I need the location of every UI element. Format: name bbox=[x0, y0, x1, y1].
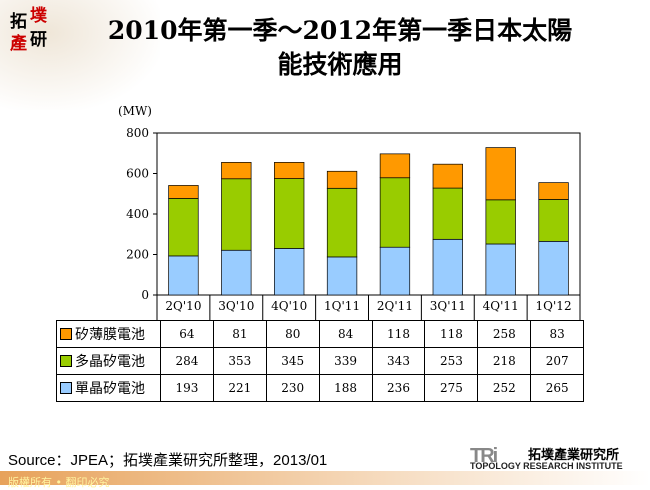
data-label: 188 bbox=[318, 374, 373, 402]
data-label: 230 bbox=[265, 374, 320, 402]
bar-segment bbox=[538, 199, 569, 242]
data-label: 80 bbox=[265, 320, 320, 348]
data-label: 353 bbox=[212, 347, 267, 375]
data-label: 193 bbox=[160, 374, 214, 402]
title-line-1: 2010年第一季～2012年第一季日本太陽 bbox=[107, 16, 573, 45]
legend-swatch bbox=[60, 328, 72, 340]
brand-name-cn: 拓墣產業研究所 bbox=[528, 447, 620, 462]
series-name: 多晶矽電池 bbox=[75, 354, 145, 370]
bar-segment bbox=[274, 162, 305, 179]
bar-segment bbox=[168, 255, 199, 296]
unit-label: (MW) bbox=[118, 104, 152, 118]
bar-segment bbox=[379, 153, 411, 179]
data-table: 矽薄膜電池 64 81 80 84 118 118 258 83 多晶矽電池 284 353 345 33… bbox=[56, 320, 585, 402]
legend-entry: 矽薄膜電池 bbox=[56, 320, 161, 348]
bar-segment bbox=[168, 185, 199, 199]
footer-bar: 版權所有 • 翻印必究 bbox=[0, 471, 650, 489]
data-label: 275 bbox=[424, 374, 479, 402]
data-label: 343 bbox=[371, 347, 426, 375]
series-name: 單晶矽電池 bbox=[75, 381, 145, 397]
table-row: 矽薄膜電池 64 81 80 84 118 118 258 83 bbox=[56, 320, 585, 348]
bar-segment bbox=[485, 243, 516, 296]
bar-segment bbox=[221, 178, 252, 251]
plot-area bbox=[156, 132, 581, 296]
logo: 拓墣 產研 bbox=[10, 6, 47, 54]
bar-segment bbox=[221, 249, 252, 296]
bar-segment bbox=[274, 248, 305, 296]
data-label: 81 bbox=[212, 320, 267, 348]
series-name: 矽薄膜電池 bbox=[75, 327, 145, 343]
data-label: 236 bbox=[371, 374, 426, 402]
data-label: 218 bbox=[477, 347, 532, 375]
bar-segment bbox=[432, 238, 463, 296]
page-title: 2010年第一季～2012年第一季日本太陽 能技術應用 bbox=[80, 14, 600, 82]
title-line-2: 能技術應用 bbox=[277, 50, 403, 79]
data-label: 118 bbox=[424, 320, 479, 348]
data-label: 207 bbox=[530, 347, 585, 375]
legend-entry: 多晶矽電池 bbox=[56, 347, 161, 375]
background-map bbox=[0, 0, 160, 110]
bar-segment bbox=[274, 178, 305, 249]
bar-segment bbox=[485, 147, 516, 201]
data-label: 345 bbox=[265, 347, 320, 375]
bar-segment bbox=[432, 187, 463, 240]
x-tick-label: 4Q'10 bbox=[271, 299, 307, 313]
bar-segment bbox=[326, 187, 358, 258]
x-tick-label: 1Q'11 bbox=[324, 299, 360, 313]
data-label: 118 bbox=[371, 320, 426, 348]
y-tick-label: 400 bbox=[126, 207, 149, 221]
data-label: 84 bbox=[318, 320, 373, 348]
data-label: 252 bbox=[477, 374, 532, 402]
data-label: 253 bbox=[424, 347, 479, 375]
bar-segment bbox=[538, 240, 569, 296]
data-label: 265 bbox=[530, 374, 585, 402]
legend-entry: 單晶矽電池 bbox=[56, 374, 161, 402]
table-row: 單晶矽電池 193 221 230 188 236 275 252 265 bbox=[56, 374, 585, 402]
y-tick-label: 0 bbox=[141, 288, 149, 302]
copyright: 版權所有 • 翻印必究 bbox=[8, 476, 110, 489]
data-label: 284 bbox=[160, 347, 214, 375]
table-row: 多晶矽電池 284 353 345 339 343 253 218 207 bbox=[56, 347, 585, 375]
bar-segment bbox=[432, 163, 463, 189]
data-label: 258 bbox=[477, 320, 532, 348]
x-tick-label: 2Q'10 bbox=[165, 299, 201, 313]
bar-segment bbox=[379, 246, 411, 296]
bar-segment bbox=[326, 170, 358, 189]
bar-segment bbox=[326, 256, 358, 296]
bar-segment bbox=[538, 182, 569, 200]
x-tick-label: 1Q'12 bbox=[536, 299, 572, 313]
legend-swatch bbox=[60, 355, 72, 367]
y-tick-label: 800 bbox=[126, 126, 149, 140]
data-label: 339 bbox=[318, 347, 373, 375]
brand-name-en: TOPOLOGY RESEARCH INSTITUTE bbox=[470, 461, 623, 471]
bar-segment bbox=[221, 162, 252, 180]
data-label: 221 bbox=[212, 374, 267, 402]
x-tick-label: 3Q'11 bbox=[430, 299, 466, 313]
legend-swatch bbox=[60, 382, 72, 394]
brand-logo: TRi 拓墣產業研究所 TOPOLOGY RESEARCH INSTITUTE bbox=[470, 446, 645, 471]
x-tick-label: 3Q'10 bbox=[218, 299, 254, 313]
x-tick-label: 2Q'11 bbox=[377, 299, 413, 313]
brand-mark: TRi bbox=[470, 445, 498, 467]
source-note: Source：JPEA；拓墣產業研究所整理，2013/01 bbox=[8, 452, 328, 469]
data-label: 64 bbox=[160, 320, 214, 348]
data-label: 83 bbox=[530, 320, 585, 348]
y-tick-label: 600 bbox=[126, 167, 149, 181]
y-tick-label: 200 bbox=[126, 248, 149, 262]
bar-segment bbox=[485, 199, 516, 245]
x-tick-label: 4Q'11 bbox=[483, 299, 519, 313]
bar-segment bbox=[168, 198, 199, 257]
stacked-bar-chart: 0 200 400 600 800 2Q'10 3Q'10 4Q'10 1Q'11 2Q'11 3Q… bbox=[126, 126, 581, 320]
bar-segment bbox=[379, 177, 411, 248]
